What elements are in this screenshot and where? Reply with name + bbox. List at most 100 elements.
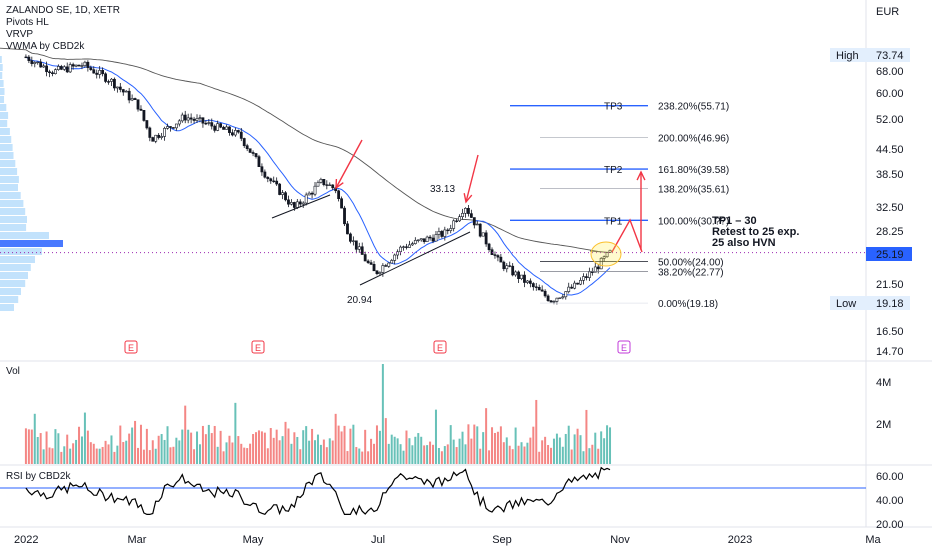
candle-body (555, 297, 559, 302)
volume-bar (145, 428, 148, 464)
candle-body (605, 252, 609, 258)
volume-bar (399, 444, 402, 464)
volume-bar (576, 428, 579, 464)
volume-bar (567, 425, 570, 464)
candle-body (523, 274, 526, 283)
price-tick: 60.00 (876, 88, 904, 100)
indicator-vrvp[interactable]: VRVP (6, 29, 34, 40)
symbol-title[interactable]: ZALANDO SE, 1D, XETR (6, 5, 120, 16)
time-tick: May (243, 534, 264, 546)
candle-body (472, 217, 476, 226)
candle-body (118, 86, 122, 90)
volume-bar (517, 445, 520, 464)
volume-bar (378, 430, 381, 464)
target-label: TP3 (604, 102, 623, 113)
candle-body (428, 236, 432, 239)
earnings-marker (617, 340, 631, 354)
candle-body (30, 60, 34, 64)
volume-bar (479, 448, 482, 464)
candle-body (546, 295, 550, 302)
candle-body (410, 243, 414, 246)
candle-body (104, 73, 107, 82)
candle-body (257, 156, 261, 167)
volume-bar (134, 420, 137, 464)
volume-bar (564, 433, 567, 464)
volume-bar (473, 424, 476, 464)
candle-body (331, 184, 335, 189)
candle-body (520, 274, 523, 279)
candle-body (487, 243, 491, 250)
candle-body (290, 202, 293, 205)
target-label: TP2 (604, 165, 623, 176)
low-tag-label: Low (836, 298, 856, 310)
volume-bar (225, 442, 228, 464)
candle-body (537, 287, 541, 291)
candle-body (599, 258, 603, 270)
volume-bar (493, 432, 496, 464)
candle-body (113, 78, 116, 89)
drawing-layer: 238.20%(55.71) TP3 200.00%(46.96) 161.80%(3… (0, 102, 866, 354)
candle-body (396, 251, 400, 256)
volume-bar (423, 445, 426, 464)
volume-bar (426, 445, 429, 464)
volume-bar (281, 436, 284, 464)
candle-body (419, 238, 423, 241)
volume-bar (201, 425, 204, 464)
candle-body (216, 123, 220, 131)
candle-body (295, 201, 299, 208)
annotation-arrow-head (463, 193, 473, 204)
fib-level-label: 100.00%(30.??) (658, 216, 729, 227)
pivot-low-label: 20.94 (347, 295, 372, 306)
candle-body (440, 231, 444, 237)
candle-body (484, 232, 488, 245)
candle-body (245, 145, 249, 150)
volume-bar (361, 451, 364, 464)
volume-bar (95, 448, 98, 464)
candle-body (437, 231, 441, 235)
candle-body (42, 65, 46, 68)
volume-bar (172, 446, 175, 464)
volume-bar (184, 405, 187, 464)
volume-bar (532, 426, 535, 464)
vrvp-bar (0, 136, 12, 143)
vrvp-bar (0, 160, 16, 167)
candle-body (446, 229, 450, 232)
volume-bar (449, 425, 452, 464)
vrvp-bar (0, 56, 2, 63)
vrvp-bar (0, 176, 19, 183)
candle-body (263, 171, 267, 178)
volume-tick: 2M (876, 419, 891, 431)
volume-bar (293, 432, 296, 464)
volume-bar (154, 448, 157, 464)
volume-bar (496, 431, 499, 464)
volume-bar (370, 438, 373, 464)
vwma-lines (0, 47, 611, 296)
candle-body (405, 246, 408, 248)
indicator-pivots[interactable]: Pivots HL (6, 17, 49, 28)
earnings-marker-label: E (437, 343, 443, 353)
indicator-vwma[interactable]: VWMA by CBD2k (6, 41, 85, 52)
volume-bar (364, 429, 367, 464)
candle-body (133, 98, 137, 100)
volume-bar (131, 427, 134, 464)
price-tick: 21.50 (876, 279, 904, 291)
time-tick: 2023 (728, 534, 752, 546)
vrvp-bar (0, 104, 7, 111)
volume-bar (39, 433, 42, 464)
fib-level-label: 238.20%(55.71) (658, 102, 729, 113)
volume-bar (508, 445, 511, 464)
candle-body (281, 192, 284, 195)
candle-body (180, 114, 184, 122)
candle-body (552, 301, 556, 303)
volume-bar (160, 434, 163, 464)
volume-bar (101, 446, 104, 464)
volume-bar (30, 429, 33, 464)
candle-body (387, 262, 391, 267)
volume-bar (228, 435, 231, 464)
volume-bar (464, 444, 467, 464)
volume-bar (476, 426, 479, 464)
volume-bar (319, 444, 322, 464)
volume-bar (275, 429, 278, 464)
vrvp-bar (0, 264, 31, 271)
volume-bar (538, 451, 541, 464)
